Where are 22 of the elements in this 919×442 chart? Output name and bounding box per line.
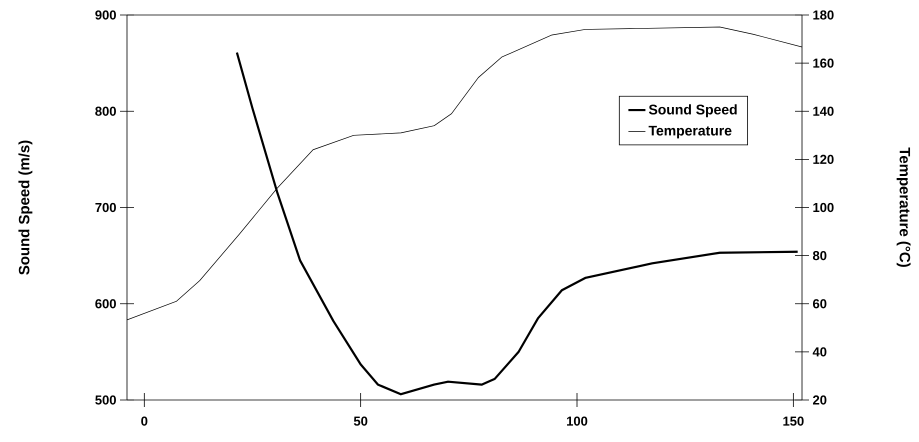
y2-axis-title: Temperature (°C): [896, 148, 911, 267]
x-tick-label: 150: [783, 416, 804, 426]
y2-tick-label: 120: [813, 154, 834, 164]
y-axis-title: Sound Speed (m/s): [18, 140, 32, 275]
y2-tick-label: 40: [812, 347, 826, 356]
x-tick-label: 0: [141, 416, 148, 426]
y2-tick-label: 160: [813, 58, 834, 68]
y2-tick-label: 80: [812, 251, 826, 260]
legend-label: Sound Speed: [648, 104, 737, 118]
y-tick-label: 900: [95, 10, 116, 20]
y-tick-label: 700: [95, 202, 116, 212]
y2-tick-label: 180: [813, 10, 834, 20]
y-tick-label: 800: [95, 106, 116, 116]
x-tick-label: 50: [354, 416, 368, 426]
x-tick-label: 100: [567, 416, 588, 426]
y-tick-label: 500: [95, 395, 116, 405]
y2-tick-label: 100: [813, 202, 834, 212]
y2-tick-label: 60: [813, 299, 826, 308]
legend-label: Temperature: [648, 126, 732, 138]
y-tick-label: 600: [95, 299, 116, 308]
y2-tick-label: 140: [813, 106, 834, 116]
y2-tick-label: 20: [812, 395, 826, 405]
